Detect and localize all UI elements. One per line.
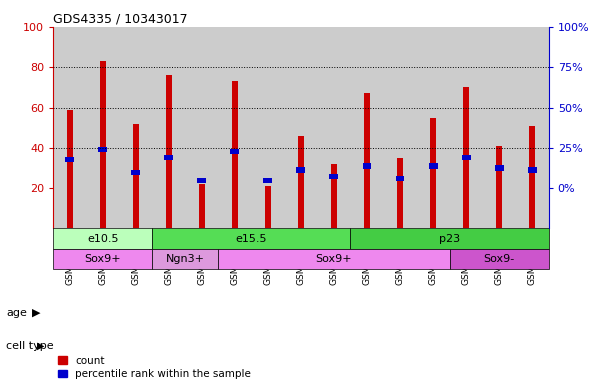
Bar [133, 124, 139, 228]
Bar [384, 27, 417, 228]
Text: ▶: ▶ [37, 341, 45, 351]
Bar [362, 164, 372, 169]
Bar [296, 167, 306, 172]
Text: Sox9+: Sox9+ [84, 254, 121, 264]
Bar [329, 174, 339, 179]
Text: Sox9-: Sox9- [484, 254, 514, 264]
Bar [86, 27, 119, 228]
Bar [461, 156, 471, 161]
Text: e15.5: e15.5 [235, 233, 267, 243]
Bar [494, 166, 504, 170]
Bar [397, 158, 403, 228]
Bar [232, 81, 238, 228]
Text: ▶: ▶ [32, 308, 41, 318]
Bar [53, 249, 152, 269]
Text: Ngn3+: Ngn3+ [166, 254, 205, 264]
Bar [364, 93, 370, 228]
Bar [98, 147, 107, 152]
Bar [100, 61, 106, 228]
Bar [199, 184, 205, 228]
Bar [284, 27, 317, 228]
Bar [350, 27, 384, 228]
Text: e10.5: e10.5 [87, 233, 119, 243]
Bar [164, 156, 173, 161]
Bar [152, 228, 350, 249]
Bar [185, 27, 218, 228]
Bar [251, 27, 284, 228]
Bar [265, 186, 271, 228]
Bar [166, 75, 172, 228]
Bar [317, 27, 350, 228]
Text: age: age [6, 308, 27, 318]
Bar [230, 149, 240, 154]
Bar [430, 118, 436, 228]
Bar [131, 169, 140, 175]
Bar [529, 126, 535, 228]
Bar [263, 177, 273, 183]
Bar [450, 27, 483, 228]
Bar [152, 27, 185, 228]
Bar [53, 27, 86, 228]
Text: p23: p23 [439, 233, 460, 243]
Bar [496, 146, 502, 228]
Bar [417, 27, 450, 228]
Bar [331, 164, 337, 228]
Bar [218, 249, 450, 269]
Bar [53, 228, 152, 249]
Bar [65, 157, 74, 162]
Bar [527, 167, 537, 172]
Bar [483, 27, 516, 228]
Bar [152, 249, 218, 269]
Text: Sox9+: Sox9+ [316, 254, 352, 264]
Bar [119, 27, 152, 228]
Legend: count, percentile rank within the sample: count, percentile rank within the sample [58, 356, 251, 379]
Bar [450, 249, 549, 269]
Bar [67, 109, 73, 228]
Bar [463, 88, 469, 228]
Bar [516, 27, 549, 228]
Bar [350, 228, 549, 249]
Text: GDS4335 / 10343017: GDS4335 / 10343017 [53, 13, 188, 26]
Bar [428, 164, 438, 169]
Bar [218, 27, 251, 228]
Bar [298, 136, 304, 228]
Bar [395, 175, 405, 180]
Text: cell type: cell type [6, 341, 54, 351]
Bar [197, 177, 206, 183]
